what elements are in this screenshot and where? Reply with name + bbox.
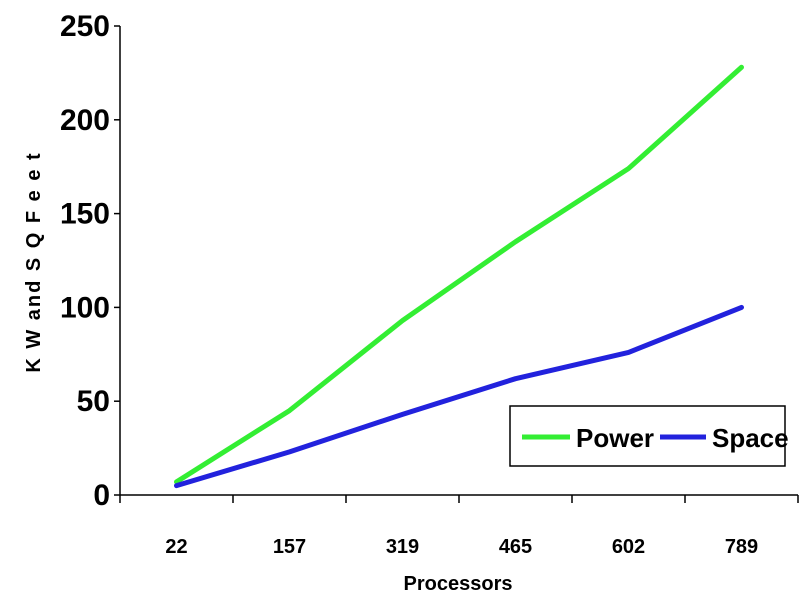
- x-tick-label: 319: [386, 536, 419, 558]
- x-tick-label: 602: [612, 536, 645, 558]
- legend: Power Space: [509, 405, 789, 467]
- y-tick-label: 150: [60, 198, 110, 231]
- series-line-power: [174, 64, 744, 485]
- axes: 0 50 100 150 200 250 22 157 319 465 602 789: [60, 10, 799, 558]
- x-tick-label: 22: [165, 536, 187, 558]
- y-tick-label: 200: [60, 104, 110, 137]
- y-axis-ticks: 0 50 100 150 200 250: [60, 10, 120, 512]
- y-axis-title: K W and S Q F e e t: [23, 151, 45, 372]
- y-tick-label: 100: [60, 291, 110, 324]
- series-lines: [174, 64, 744, 489]
- x-axis-title: Processors: [404, 573, 513, 595]
- x-tick-label: 157: [273, 536, 306, 558]
- series-line-space: [174, 304, 744, 489]
- y-tick-label: 250: [60, 10, 110, 43]
- x-tick-label: 465: [499, 536, 532, 558]
- x-axis-ticks: 22 157 319 465 602 789: [119, 495, 799, 558]
- legend-label-power: Power: [576, 423, 654, 453]
- legend-label-space: Space: [712, 423, 789, 453]
- y-tick-label: 0: [93, 479, 110, 512]
- x-tick-label: 789: [725, 536, 758, 558]
- y-tick-label: 50: [77, 385, 110, 418]
